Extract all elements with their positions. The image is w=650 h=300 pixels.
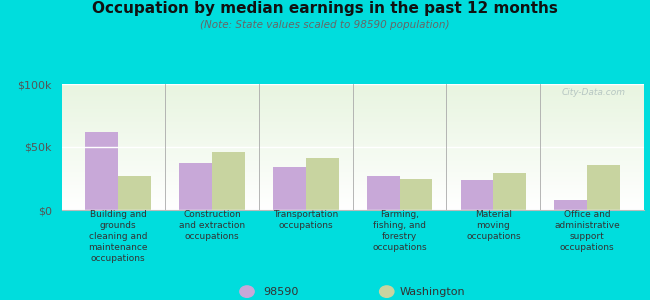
Bar <box>493 173 526 210</box>
Bar <box>587 165 620 210</box>
Bar <box>85 132 118 210</box>
Text: 98590: 98590 <box>263 286 298 297</box>
Bar <box>400 178 432 210</box>
Bar <box>554 200 587 210</box>
Text: Occupation by median earnings in the past 12 months: Occupation by median earnings in the pas… <box>92 2 558 16</box>
Bar <box>118 176 151 210</box>
Bar <box>306 158 339 210</box>
Text: Farming,
fishing, and
forestry
occupations: Farming, fishing, and forestry occupatio… <box>372 210 427 252</box>
Text: Office and
administrative
support
occupations: Office and administrative support occupa… <box>554 210 620 252</box>
Bar <box>273 167 306 210</box>
Text: Washington: Washington <box>400 286 465 297</box>
Bar <box>179 164 212 210</box>
Text: City-Data.com: City-Data.com <box>562 88 626 97</box>
Bar <box>461 180 493 210</box>
Text: Material
moving
occupations: Material moving occupations <box>466 210 521 241</box>
Text: (Note: State values scaled to 98590 population): (Note: State values scaled to 98590 popu… <box>200 20 450 29</box>
Text: Building and
grounds
cleaning and
maintenance
occupations: Building and grounds cleaning and mainte… <box>88 210 148 263</box>
Text: Construction
and extraction
occupations: Construction and extraction occupations <box>179 210 245 241</box>
Text: Transportation
occupations: Transportation occupations <box>273 210 339 230</box>
Bar <box>212 152 244 210</box>
Bar <box>367 176 400 210</box>
